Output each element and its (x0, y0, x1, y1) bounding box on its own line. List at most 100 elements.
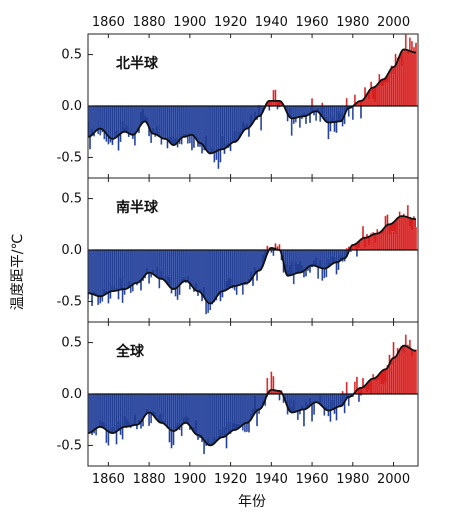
annual-bar-1917 (223, 249, 226, 289)
annual-bar-1898 (184, 105, 187, 134)
annual-bar-1876 (140, 105, 142, 112)
annual-bar-1948 (286, 249, 289, 270)
annual-bar-1935 (260, 105, 263, 131)
annual-bar-1986 (364, 389, 366, 395)
annual-bar-2000 (392, 73, 395, 107)
annual-bar-1917 (223, 105, 226, 154)
annual-bar-1853 (93, 249, 95, 292)
top-year-label: 1900 (173, 15, 206, 30)
annual-bar-1995 (382, 86, 385, 107)
annual-bar-1920 (229, 249, 232, 279)
y-tick-label: 0.0 (61, 99, 82, 114)
annual-bar-1913 (215, 249, 218, 301)
annual-bar-1913 (215, 393, 218, 439)
annual-bar-1851 (89, 249, 91, 293)
annual-bar-1873 (133, 393, 136, 415)
annual-bar-1953 (296, 249, 299, 265)
annual-bar-1930 (250, 393, 252, 414)
annual-bar-2003 (398, 348, 401, 395)
annual-bar-1968 (327, 393, 330, 417)
annual-bar-1931 (252, 393, 254, 409)
annual-bar-1990 (372, 99, 375, 107)
annual-bar-1897 (182, 105, 185, 134)
annual-bar-2004 (400, 66, 403, 107)
annual-bar-1870 (127, 393, 130, 422)
annual-bar-1864 (115, 249, 118, 288)
annual-bar-1864 (115, 105, 118, 131)
annual-bar-1922 (233, 393, 236, 424)
top-year-label: 1920 (214, 15, 247, 30)
annual-bar-1906 (201, 393, 203, 443)
annual-bar-1896 (180, 393, 183, 437)
annual-bar-1955 (301, 393, 303, 406)
annual-bar-1861 (109, 393, 112, 431)
annual-bar-1862 (111, 249, 114, 285)
annual-bar-1888 (164, 105, 167, 140)
annual-bar-1863 (113, 393, 116, 434)
annual-bar-2006 (404, 216, 407, 251)
annual-bar-1869 (125, 249, 128, 288)
annual-bar-1940 (270, 101, 273, 107)
global-panel: -0.5 0.0 0.5 全球 (57, 321, 419, 467)
annual-bar-1899 (186, 249, 189, 276)
annual-bar-1879 (146, 249, 148, 269)
y-axis-title: 温度距平/℃ (10, 234, 26, 310)
annual-bar-1879 (146, 105, 148, 118)
annual-bar-1909 (207, 105, 210, 153)
annual-bar-1907 (203, 249, 205, 287)
anomaly-area (88, 334, 417, 455)
annual-bar-1885 (158, 105, 161, 137)
annual-bar-1883 (154, 249, 157, 275)
annual-bar-1967 (325, 105, 328, 117)
y-tick-label: -0.5 (57, 150, 82, 165)
annual-bar-1892 (172, 249, 175, 288)
bottom-year-label: 1980 (336, 472, 369, 487)
y-tick-label: 0.5 (61, 48, 82, 63)
annual-bar-1933 (256, 249, 258, 281)
panel-label: 全球 (115, 343, 145, 360)
annual-bar-1851 (89, 393, 91, 433)
annual-bar-1992 (376, 381, 379, 395)
annual-bar-1996 (384, 82, 387, 107)
annual-bar-1917 (223, 393, 226, 427)
panel-label: 南半球 (116, 199, 159, 216)
annual-bar-1954 (298, 249, 301, 261)
annual-bar-1930 (250, 105, 252, 115)
annual-bar-1947 (284, 249, 287, 264)
annual-bar-1886 (160, 249, 163, 271)
annual-bar-1907 (203, 105, 205, 151)
bottom-year-label: 2000 (377, 472, 410, 487)
annual-bar-1935 (260, 393, 263, 408)
y-tick-label: 0.5 (61, 192, 82, 207)
annual-bar-1904 (197, 249, 199, 296)
annual-bar-2004 (400, 349, 403, 395)
annual-bar-1953 (296, 105, 299, 118)
annual-bar-1955 (301, 249, 303, 266)
annual-bar-1865 (117, 249, 120, 300)
annual-bar-1896 (180, 249, 183, 279)
annual-bar-1938 (266, 377, 269, 395)
annual-bar-1984 (360, 105, 362, 119)
annual-bar-1870 (127, 249, 130, 281)
annual-bar-1887 (162, 393, 165, 421)
annual-bar-1977 (345, 98, 348, 107)
annual-bar-1980 (351, 105, 354, 120)
annual-bar-1995 (382, 233, 385, 251)
annual-bar-1910 (209, 393, 212, 444)
annual-bar-2007 (406, 344, 409, 395)
anomaly-area (88, 34, 417, 169)
annual-bar-1931 (252, 249, 254, 286)
y-tick-label: 0.0 (61, 387, 82, 402)
annual-bar-1892 (172, 393, 175, 446)
annual-bar-1899 (186, 393, 189, 417)
annual-bar-1898 (184, 249, 187, 284)
annual-bar-1969 (329, 249, 332, 263)
annual-bar-1918 (225, 249, 228, 281)
annual-bar-1929 (248, 249, 250, 279)
annual-bar-2000 (392, 342, 395, 395)
annual-bar-1891 (170, 249, 173, 294)
annual-bar-1959 (309, 249, 311, 273)
southern-hemisphere-panel: -0.5 0.0 0.5 南半球 (57, 177, 419, 323)
annual-bar-1952 (294, 249, 297, 262)
